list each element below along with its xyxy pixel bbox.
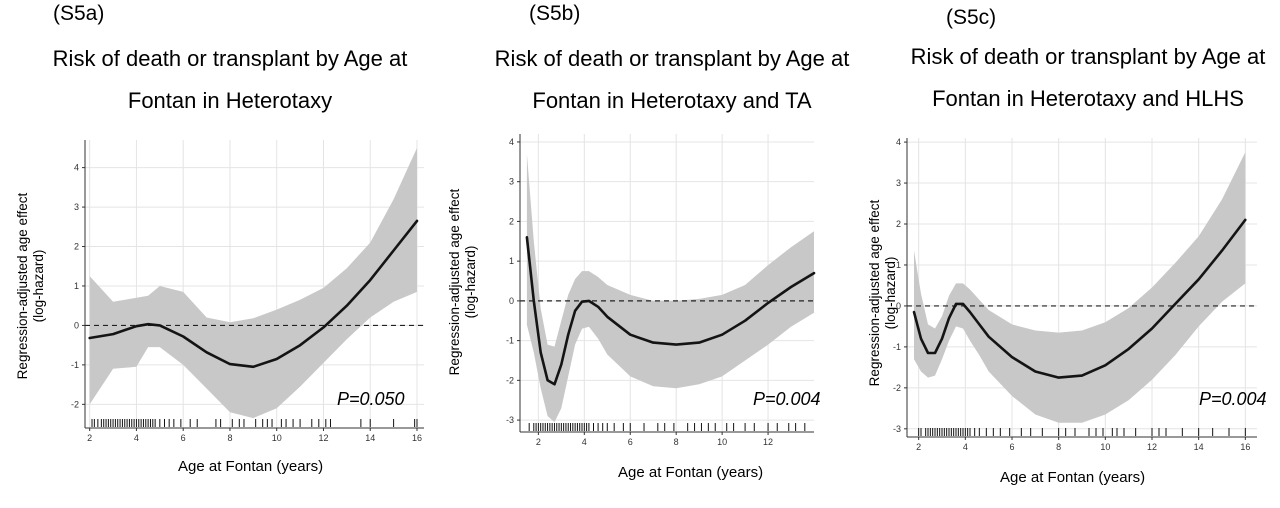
confidence-band-0 (914, 152, 1246, 423)
x-axis-label: Age at Fontan (years) (178, 458, 324, 475)
confidence-band-0 (89, 147, 417, 419)
panel-label: (S5c) (946, 6, 997, 29)
y-tick-label: 2 (509, 216, 514, 226)
x-tick-label: 4 (963, 442, 968, 452)
x-tick-label: 12 (1147, 442, 1157, 452)
panel-s5c: (S5c) Risk of death or transplant by Age… (860, 0, 1280, 508)
confidence-band-0 (526, 153, 814, 423)
p-value: P=0.004 (753, 389, 821, 409)
y-tick-label: -3 (506, 415, 514, 425)
x-tick-label: 6 (181, 433, 186, 443)
y-tick-label: -2 (71, 399, 79, 409)
y-tick-label: 2 (74, 242, 79, 252)
x-tick-label: 14 (365, 433, 375, 443)
x-tick-label: 2 (87, 433, 92, 443)
x-axis-label: Age at Fontan (years) (1000, 469, 1146, 486)
y-tick-label: -3 (893, 424, 901, 434)
chart-title-line2: Fontan in Heterotaxy (127, 88, 333, 113)
y-tick-label: 3 (509, 177, 514, 187)
chart-title-line1: Risk of death or transplant by Age at (494, 46, 850, 71)
chart-title: Risk of death or transplant by Age at Fo… (10, 38, 450, 122)
y-tick-label: 4 (509, 137, 514, 147)
y-tick-label: -1 (71, 360, 79, 370)
panel-label: (S5a) (53, 2, 105, 25)
x-tick-label: 16 (412, 433, 422, 443)
p-value: P=0.004 (1199, 389, 1267, 409)
y-tick-label: 1 (896, 260, 901, 270)
chart-title-line1: Risk of death or transplant by Age at (52, 46, 408, 71)
x-tick-label: 8 (674, 437, 679, 447)
x-tick-label: 4 (582, 437, 587, 447)
x-tick-label: 10 (1100, 442, 1110, 452)
panel-s5b: (S5b) Risk of death or transplant by Age… (440, 0, 860, 508)
x-tick-label: 2 (916, 442, 921, 452)
y-tick-label: 0 (74, 320, 79, 330)
series-line-0 (525, 236, 816, 386)
chart-title-line2: Fontan in Heterotaxy and TA (532, 88, 812, 113)
y-tick-label: 3 (74, 202, 79, 212)
y-tick-label: 4 (74, 163, 79, 173)
x-tick-label: 10 (272, 433, 282, 443)
x-tick-label: 10 (717, 437, 727, 447)
y-tick-label: 0 (896, 301, 901, 311)
series-line-0 (912, 218, 1247, 379)
x-axis-label: Age at Fontan (years) (618, 464, 764, 481)
x-tick-label: 2 (536, 437, 541, 447)
chart-title: Risk of death or transplant by Age at Fo… (462, 38, 882, 122)
x-tick-label: 4 (134, 433, 139, 443)
y-tick-label: -2 (506, 375, 514, 385)
chart-title-line1: Risk of death or transplant by Age at (910, 44, 1266, 69)
panel-label: (S5b) (529, 2, 581, 25)
x-tick-label: 12 (318, 433, 328, 443)
chart-title: Risk of death or transplant by Age at Fo… (878, 36, 1280, 120)
x-tick-label: 16 (1240, 442, 1250, 452)
y-tick-label: 2 (896, 219, 901, 229)
x-tick-label: 14 (1194, 442, 1204, 452)
x-tick-label: 6 (1009, 442, 1014, 452)
panel-s5a: (S5a) Risk of death or transplant by Age… (0, 0, 440, 508)
series-line-0 (88, 219, 419, 369)
chart-title-line2: Fontan in Heterotaxy and HLHS (932, 86, 1244, 111)
y-tick-label: 3 (896, 178, 901, 188)
y-tick-label: 4 (896, 137, 901, 147)
y-tick-label: -2 (893, 383, 901, 393)
p-value: P=0.050 (337, 389, 405, 409)
y-tick-label: 0 (509, 296, 514, 306)
x-tick-label: 6 (628, 437, 633, 447)
y-tick-label: 1 (509, 256, 514, 266)
x-tick-label: 8 (1056, 442, 1061, 452)
y-tick-label: -1 (506, 336, 514, 346)
y-tick-label: -1 (893, 342, 901, 352)
y-tick-label: 1 (74, 281, 79, 291)
x-tick-label: 8 (227, 433, 232, 443)
x-tick-label: 12 (763, 437, 773, 447)
